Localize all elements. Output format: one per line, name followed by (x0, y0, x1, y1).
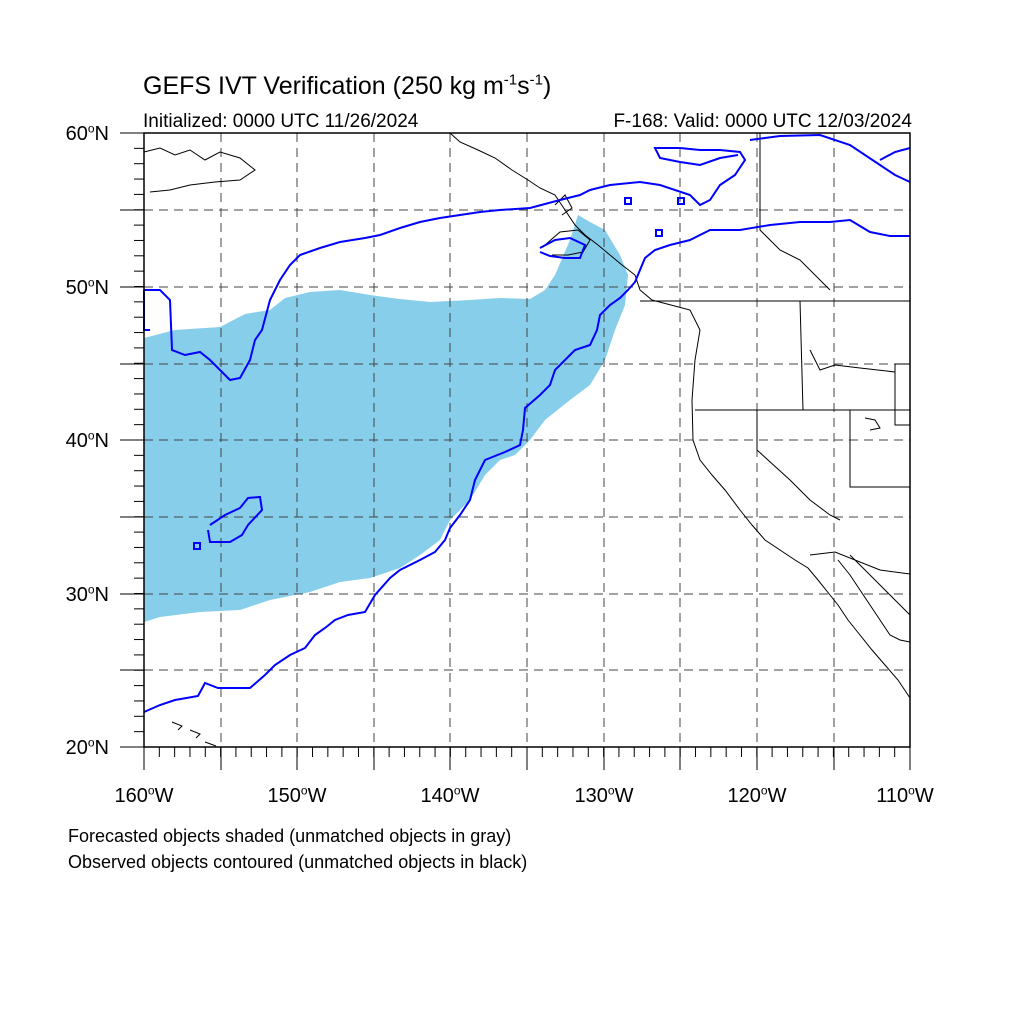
valid-time-label: F-168: Valid: 0000 UTC 12/03/2024 (613, 111, 912, 132)
observed-object-contour (143, 133, 911, 713)
lon-label: 110oW (876, 783, 934, 807)
lon-label: 130oW (574, 783, 634, 807)
lat-label: 60oN (65, 121, 109, 145)
observed-note: Observed objects contoured (unmatched ob… (68, 852, 528, 872)
lon-label: 120oW (727, 783, 787, 807)
chart-title: GEFS IVT Verification (250 kg m-1s-1) (143, 71, 552, 100)
graticule (144, 133, 910, 747)
forecast-object-shaded (144, 215, 628, 622)
lat-label: 50oN (65, 275, 109, 299)
coastlines (143, 132, 911, 747)
lon-label: 140oW (420, 783, 480, 807)
lon-label: 160oW (114, 783, 174, 807)
lat-label: 30oN (65, 582, 109, 606)
lon-label: 150oW (267, 783, 327, 807)
initialized-label: Initialized: 0000 UTC 11/26/2024 (143, 111, 419, 132)
lat-label: 40oN (65, 428, 109, 452)
forecast-note: Forecasted objects shaded (unmatched obj… (68, 826, 512, 846)
axis-minor-ticks (134, 132, 911, 757)
lat-label: 20oN (65, 735, 109, 759)
